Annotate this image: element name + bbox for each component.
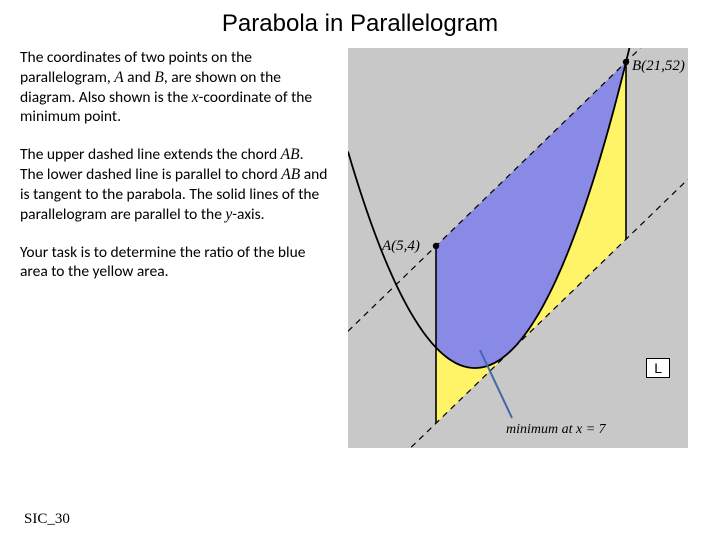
p2-seg-d: -axis.: [232, 205, 264, 224]
var-AB-1: AB: [281, 146, 300, 163]
content-row: The coordinates of two points on the par…: [0, 38, 720, 478]
footer-id: SIC_30: [24, 511, 70, 528]
description-text: The coordinates of two points on the par…: [20, 48, 330, 478]
paragraph-3: Your task is to determine the ratio of t…: [20, 243, 330, 283]
point-B-label: B(21,52): [632, 58, 685, 75]
diagram: A(5,4) B(21,52) L minimum at x = 7: [330, 48, 700, 478]
point-A-label: A(5,4): [382, 238, 420, 255]
min-prefix: minimum at: [506, 422, 576, 437]
paragraph-1: The coordinates of two points on the par…: [20, 48, 330, 127]
var-A: A: [114, 69, 123, 86]
var-B: B: [154, 69, 163, 86]
diagram-svg: [330, 48, 700, 478]
minimum-label: minimum at x = 7: [506, 422, 606, 438]
min-eq: = 7: [582, 422, 605, 437]
p1-seg-b: and: [124, 68, 155, 87]
paragraph-2: The upper dashed line extends the chord …: [20, 145, 330, 224]
page-title: Parabola in Parallelogram: [0, 0, 720, 38]
p2-seg-a: The upper dashed line extends the chord: [20, 145, 281, 164]
label-L: L: [646, 358, 670, 378]
var-AB-2: AB: [281, 166, 300, 183]
var-x: x: [192, 89, 199, 106]
